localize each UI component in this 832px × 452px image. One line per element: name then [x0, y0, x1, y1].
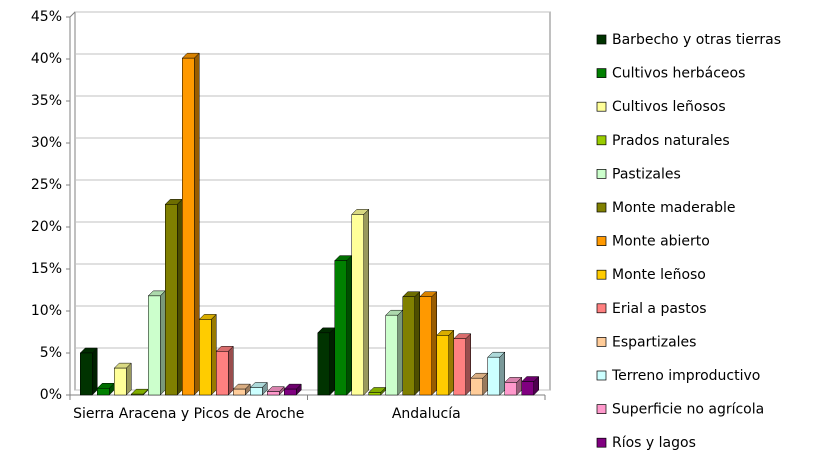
y-tick-label: 35%: [31, 93, 62, 109]
legend-label: Terreno improductivo: [611, 368, 760, 384]
y-tick-label: 20%: [31, 219, 62, 235]
legend-label: Prados naturales: [612, 133, 730, 149]
legend-label: Erial a pastos: [612, 301, 707, 317]
bar-side: [177, 198, 183, 396]
bar: [216, 351, 229, 396]
bar-side: [363, 208, 369, 396]
legend-swatch: [596, 303, 607, 314]
bar-side: [431, 291, 437, 396]
bar: [199, 319, 212, 396]
bar-side: [160, 290, 166, 396]
bar-side: [499, 351, 505, 396]
bar-side: [194, 52, 200, 396]
bar: [504, 382, 517, 396]
bar: [182, 57, 195, 396]
legend-swatch: [596, 135, 607, 146]
y-tick-label: 5%: [40, 345, 62, 361]
legend-label: Cultivos leñosos: [612, 99, 726, 115]
legend-label: Barbecho y otras tierras: [612, 32, 781, 48]
legend-label: Superficie no agrícola: [612, 402, 764, 418]
legend-swatch: [596, 202, 607, 213]
bar-side: [346, 254, 352, 396]
bar: [334, 260, 347, 396]
bar: [368, 392, 381, 396]
legend-label: Monte leñoso: [612, 267, 706, 283]
y-tick-label: 15%: [31, 261, 62, 277]
bar: [436, 335, 449, 396]
bar: [284, 388, 297, 396]
bar: [114, 367, 127, 396]
legend-label: Espartizales: [612, 334, 696, 350]
bar: [148, 295, 161, 396]
legend-swatch: [596, 101, 607, 112]
legend-swatch: [596, 370, 607, 381]
x-tick-label: Andalucía: [391, 406, 461, 422]
bar: [402, 296, 415, 396]
y-tick-label: 0%: [40, 387, 62, 403]
bar: [470, 377, 483, 396]
legend-swatch: [596, 236, 607, 246]
bar: [453, 338, 466, 396]
legend-swatch: [596, 269, 607, 280]
bar: [487, 356, 500, 396]
bar: [521, 381, 534, 396]
bar: [419, 296, 432, 396]
bar-side: [211, 313, 217, 396]
plot-wall: [74, 11, 551, 391]
legend-swatch: [596, 34, 607, 45]
legend-swatch: [596, 169, 607, 179]
y-tick-label: 30%: [31, 135, 62, 151]
y-tick-label: 25%: [31, 177, 62, 193]
bar: [233, 388, 246, 396]
legend-label: Monte maderable: [612, 200, 736, 216]
bar-side: [414, 291, 420, 396]
y-tick-label: 10%: [31, 303, 62, 319]
bar: [385, 314, 398, 396]
bar: [317, 332, 330, 396]
legend-swatch: [596, 437, 607, 448]
bar: [267, 391, 280, 396]
x-tick-label: Sierra Aracena y Picos de Aroche: [73, 406, 305, 422]
bar-side: [397, 309, 403, 396]
bar: [165, 204, 178, 396]
y-tick-label: 40%: [31, 51, 62, 67]
bar: [131, 393, 144, 396]
y-axis-depth: [69, 11, 76, 18]
legend-label: Cultivos herbáceos: [612, 66, 745, 82]
bar-side: [92, 347, 98, 396]
legend-swatch: [596, 337, 607, 347]
bar-side: [465, 333, 471, 396]
bar-side: [448, 329, 454, 396]
bar-side: [126, 362, 132, 396]
bar-side: [329, 327, 335, 396]
bar: [250, 387, 263, 396]
y-tick-label: 45%: [31, 9, 62, 25]
legend-label: Monte abierto: [612, 234, 710, 250]
bar: [80, 352, 93, 396]
legend-label: Pastizales: [612, 166, 681, 182]
legend-label: Ríos y lagos: [612, 435, 696, 451]
bar-side: [228, 345, 234, 396]
legend-swatch: [596, 404, 607, 414]
bar: [97, 388, 110, 396]
legend-swatch: [596, 68, 607, 78]
bar: [351, 214, 364, 396]
